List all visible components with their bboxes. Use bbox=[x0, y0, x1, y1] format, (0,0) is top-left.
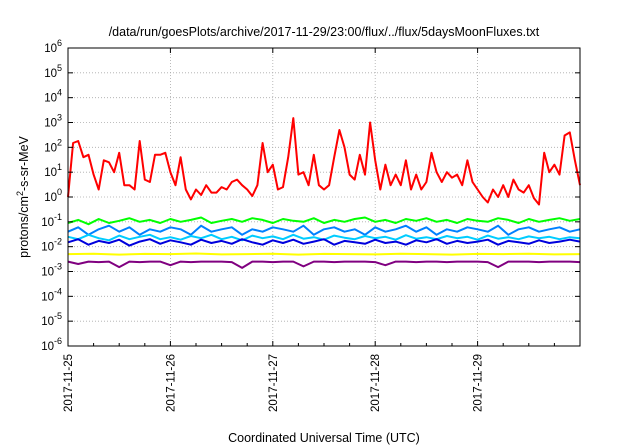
x-tick-label: 2017-11-25 bbox=[63, 354, 75, 412]
x-tick-label: 2017-11-28 bbox=[370, 354, 382, 412]
y-tick-label: 10-3 bbox=[41, 262, 62, 279]
y-tick-label: 10-6 bbox=[41, 336, 62, 353]
series-line-1 bbox=[67, 117, 581, 206]
y-tick-label: 101 bbox=[44, 162, 62, 179]
x-axis: 2017-11-25 2017-11-26 2017-11-27 2017-11-28… bbox=[63, 48, 555, 412]
y-tick-label: 10-5 bbox=[41, 311, 62, 328]
y-axis-label: protons/cm2-s-sr-MeV bbox=[15, 135, 31, 257]
x-tick-label: 2017-11-27 bbox=[268, 354, 280, 412]
y-tick-label: 10-1 bbox=[41, 212, 62, 229]
series-line-7 bbox=[67, 260, 581, 269]
y-tick-label: 104 bbox=[44, 88, 62, 105]
y-tick-label: 102 bbox=[44, 137, 62, 154]
series-line-6 bbox=[67, 252, 581, 256]
y-tick-label: 105 bbox=[44, 63, 62, 80]
y-tick-label: 10-2 bbox=[41, 237, 62, 254]
series-line-5 bbox=[67, 238, 581, 247]
x-axis-label: Coordinated Universal Time (UTC) bbox=[228, 431, 420, 445]
series-group bbox=[67, 117, 581, 269]
y-tick-label: 100 bbox=[44, 187, 62, 204]
x-tick-label: 2017-11-29 bbox=[473, 354, 485, 412]
chart-title: /data/run/goesPlots/archive/2017-11-29/2… bbox=[109, 25, 540, 39]
y-axis: 10-6 10-5 10-4 10-3 10-2 10-1 100 101 102 103 104 1… bbox=[41, 38, 580, 353]
x-tick-label: 2017-11-26 bbox=[165, 354, 177, 412]
grid bbox=[68, 48, 580, 346]
y-tick-label: 106 bbox=[44, 38, 62, 55]
series-line-3 bbox=[67, 224, 581, 236]
series-line-2 bbox=[67, 216, 581, 226]
y-tick-label: 103 bbox=[44, 113, 62, 130]
y-tick-label: 10-4 bbox=[41, 286, 62, 303]
